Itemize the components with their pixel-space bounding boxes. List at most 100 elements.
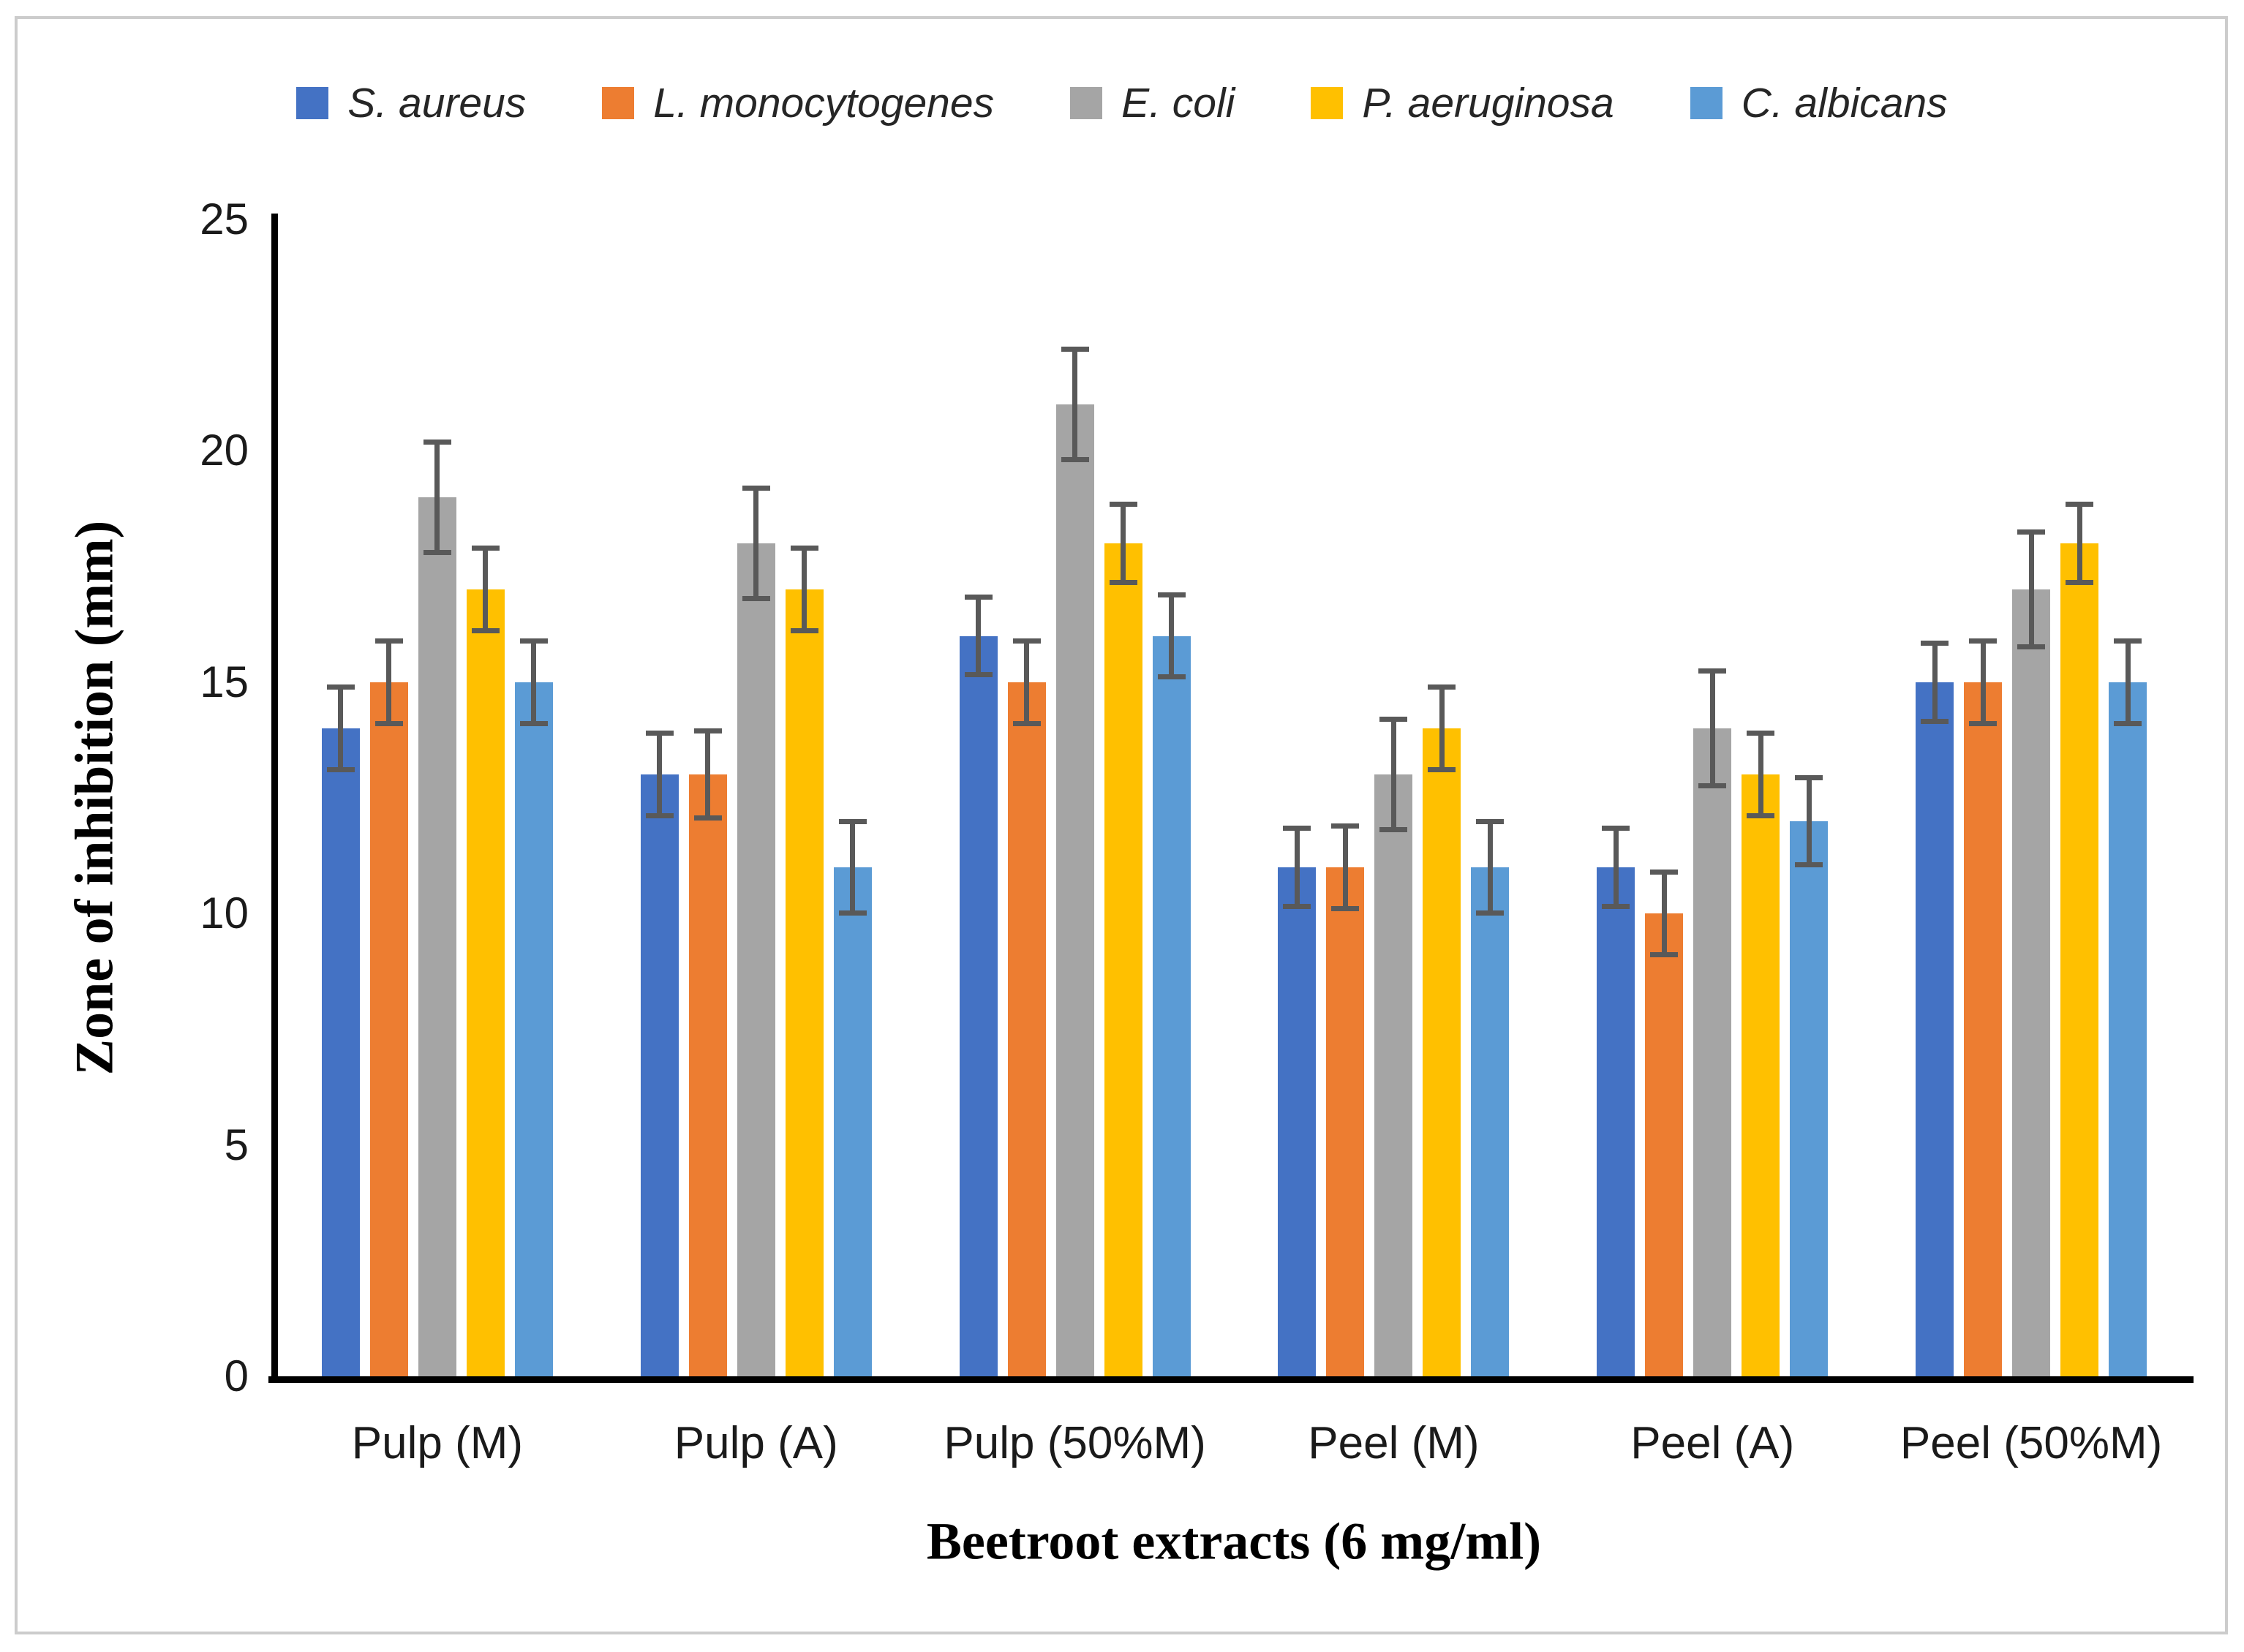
error-bar-bottom-cap xyxy=(1157,674,1186,680)
error-bar-line xyxy=(850,821,856,914)
legend-item-2: E. coli xyxy=(1070,79,1235,127)
error-bar-line xyxy=(1072,349,1078,461)
error-bar-line xyxy=(1758,733,1763,817)
bar-paeruginosa-2 xyxy=(1104,543,1142,1376)
error-bar-bottom-cap xyxy=(964,672,993,678)
error-bar-top-cap xyxy=(1283,826,1311,831)
error-bar-top-cap xyxy=(1650,870,1679,875)
error-bar-bottom-cap xyxy=(519,720,548,726)
error-bar-line xyxy=(1613,828,1619,907)
error-bar-line xyxy=(2028,532,2034,648)
bar-calbicans-0 xyxy=(514,682,553,1376)
error-bar-line xyxy=(1439,687,1445,771)
error-bar-top-cap xyxy=(1969,638,1998,644)
bar-ecoli-3 xyxy=(1374,774,1413,1376)
error-bar-top-cap xyxy=(1331,823,1360,829)
y-axis-title: Zone of inhibition (mm) xyxy=(64,520,125,1076)
error-bar-bottom-cap xyxy=(1283,903,1311,909)
legend-item-label: P. aeruginosa xyxy=(1362,80,1614,127)
bar-lmonocytogenes-0 xyxy=(369,682,408,1376)
error-bar-top-cap xyxy=(645,731,674,736)
bar-paeruginosa-3 xyxy=(1423,728,1461,1376)
error-bar-top-cap xyxy=(1698,668,1727,674)
error-bar-top-cap xyxy=(838,818,867,824)
error-bar-top-cap xyxy=(1379,717,1408,723)
error-bar-bottom-cap xyxy=(1969,720,1998,726)
bar-saureus-3 xyxy=(1278,867,1317,1376)
legend-item-3: P. aeruginosa xyxy=(1311,79,1614,127)
legend-swatch-icon xyxy=(1690,87,1722,119)
error-bar-top-cap xyxy=(519,638,548,644)
error-bar-top-cap xyxy=(1602,826,1630,831)
error-bar-bottom-cap xyxy=(1379,827,1408,833)
error-bar-top-cap xyxy=(1157,592,1186,597)
error-bar-line xyxy=(976,596,982,676)
y-tick-label: 10 xyxy=(200,889,249,938)
error-bar-bottom-cap xyxy=(790,628,818,634)
bar-saureus-2 xyxy=(959,635,998,1376)
bar-lmonocytogenes-4 xyxy=(1645,913,1684,1376)
error-bar-line xyxy=(1487,821,1493,914)
error-bar-bottom-cap xyxy=(645,813,674,819)
y-axis-line xyxy=(271,214,278,1383)
error-bar-top-cap xyxy=(2114,638,2142,644)
bar-ecoli-1 xyxy=(737,543,775,1376)
error-bar-line xyxy=(1980,640,1986,724)
x-category-label: Pulp (A) xyxy=(674,1418,838,1468)
error-bar-bottom-cap xyxy=(1795,861,1823,867)
error-bar-line xyxy=(338,687,344,771)
error-bar-top-cap xyxy=(790,546,818,551)
error-bar-line xyxy=(386,640,392,724)
bar-lmonocytogenes-3 xyxy=(1326,867,1365,1376)
error-bar-bottom-cap xyxy=(1747,813,1775,819)
bar-lmonocytogenes-5 xyxy=(1964,682,2003,1376)
error-bar-line xyxy=(1932,643,1938,722)
error-bar-line xyxy=(2077,504,2082,583)
error-bar-line xyxy=(1169,594,1175,678)
bar-calbicans-3 xyxy=(1471,867,1510,1376)
error-bar-top-cap xyxy=(964,594,993,600)
legend-item-0: S. aureus xyxy=(296,79,526,127)
legend-item-label: L. monocytogenes xyxy=(653,80,995,127)
error-bar-top-cap xyxy=(693,728,722,734)
x-axis-line xyxy=(268,1376,2194,1383)
error-bar-bottom-cap xyxy=(742,595,770,601)
bar-saureus-1 xyxy=(640,774,679,1376)
error-bar-bottom-cap xyxy=(1476,910,1505,916)
legend-item-label: E. coli xyxy=(1121,80,1235,127)
legend-swatch-icon xyxy=(296,87,329,119)
error-bar-line xyxy=(434,441,440,553)
error-bar-bottom-cap xyxy=(1109,579,1137,585)
error-bar-top-cap xyxy=(326,684,355,690)
bar-calbicans-5 xyxy=(2109,682,2147,1376)
error-bar-bottom-cap xyxy=(1650,952,1679,958)
error-bar-top-cap xyxy=(2017,529,2046,535)
error-bar-line xyxy=(1709,670,1715,787)
error-bar-top-cap xyxy=(374,638,403,644)
error-bar-top-cap xyxy=(471,546,500,551)
error-bar-bottom-cap xyxy=(471,628,500,634)
x-axis-title: Beetroot extracts (6 mg/ml) xyxy=(926,1512,1542,1571)
bar-paeruginosa-5 xyxy=(2060,543,2099,1376)
error-bar-line xyxy=(483,548,489,632)
legend-item-label: C. albicans xyxy=(1741,80,1948,127)
y-tick-label: 20 xyxy=(200,426,249,475)
error-bar-top-cap xyxy=(1795,774,1823,780)
x-category-label: Pulp (50%M) xyxy=(944,1418,1206,1468)
error-bar-line xyxy=(1390,719,1396,831)
error-bar-bottom-cap xyxy=(374,720,403,726)
y-tick-label: 25 xyxy=(200,195,249,244)
error-bar-top-cap xyxy=(1012,638,1041,644)
bar-saureus-5 xyxy=(1916,682,1954,1376)
error-bar-bottom-cap xyxy=(1921,718,1949,724)
error-bar-bottom-cap xyxy=(1428,767,1456,773)
legend-swatch-icon xyxy=(1070,87,1103,119)
error-bar-line xyxy=(1806,777,1812,865)
error-bar-bottom-cap xyxy=(1331,905,1360,911)
bar-calbicans-2 xyxy=(1152,635,1191,1376)
y-tick-label: 5 xyxy=(224,1120,249,1169)
y-tick-label: 0 xyxy=(224,1351,249,1400)
error-bar-bottom-cap xyxy=(838,910,867,916)
bar-ecoli-0 xyxy=(418,497,456,1376)
error-bar-line xyxy=(1661,872,1667,956)
